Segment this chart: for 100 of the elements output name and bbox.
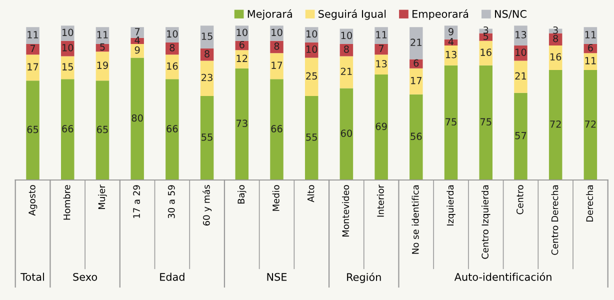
legend-label: Seguirá Igual	[318, 9, 386, 20]
bar	[584, 27, 598, 44]
bar	[200, 60, 214, 96]
data-label: 19	[97, 62, 108, 69]
legend-label: Empeorará	[412, 9, 468, 20]
x-tick-label: Bajo	[238, 185, 246, 204]
data-label: 6	[414, 59, 419, 67]
bar	[26, 80, 40, 180]
bar	[584, 70, 598, 180]
bar	[514, 46, 528, 61]
bar	[479, 40, 492, 66]
x-tick-label: 60 y más	[202, 185, 212, 226]
data-label: 66	[271, 125, 282, 132]
data-label: 25	[306, 72, 317, 80]
data-label: 21	[340, 68, 352, 75]
data-label: 8	[274, 42, 280, 50]
bar	[479, 28, 492, 34]
x-tick-label: Centro Derecha	[551, 185, 558, 255]
data-label: 6	[588, 44, 593, 52]
bar	[514, 60, 528, 93]
bar	[514, 92, 528, 180]
data-label: 11	[376, 31, 387, 38]
bar	[166, 27, 179, 42]
x-tick-label: Centro	[516, 185, 524, 214]
bar	[444, 26, 458, 40]
bar	[374, 27, 388, 44]
bar	[548, 28, 562, 34]
data-label: 7	[135, 28, 140, 36]
data-label: 8	[170, 44, 175, 52]
x-tick-label: Derecha	[586, 185, 594, 222]
bar	[200, 96, 214, 180]
text: Sexo	[73, 272, 98, 281]
x-tick-label: Agosto	[28, 185, 38, 216]
bar	[444, 46, 458, 66]
bar	[200, 26, 214, 49]
bar	[96, 27, 110, 44]
x-tick-label: Alto	[307, 185, 314, 202]
x-tick-label: Mujer	[98, 184, 107, 209]
text: Edad	[160, 272, 184, 281]
bar	[514, 26, 528, 46]
data-label: 16	[480, 48, 492, 56]
data-label: 11	[585, 57, 596, 64]
x-tick-label: Hombre	[63, 185, 70, 220]
data-label: 10	[306, 30, 318, 38]
data-label: 13	[516, 31, 526, 38]
x-tick-label: Centro Izquierda	[482, 185, 490, 259]
data-label: 10	[62, 28, 74, 36]
data-label: 10	[272, 28, 282, 36]
data-label: 15	[202, 32, 212, 40]
data-label: 11	[28, 31, 38, 38]
bar	[96, 80, 110, 180]
bar	[374, 74, 388, 180]
bar	[444, 65, 458, 180]
bar	[374, 44, 388, 55]
data-label: 15	[62, 63, 73, 70]
bar	[548, 70, 562, 180]
data-label: 9	[134, 46, 140, 54]
bar	[61, 79, 74, 180]
data-label: 4	[448, 38, 454, 46]
bar	[235, 68, 249, 180]
bar	[410, 68, 423, 94]
data-label: 17	[272, 62, 282, 69]
data-label: 8	[553, 34, 558, 42]
x-tick-label: Izquierda	[446, 185, 456, 226]
bar	[304, 96, 318, 180]
data-label: 10	[516, 48, 526, 56]
bar	[479, 65, 492, 180]
data-label: 69	[376, 122, 387, 130]
bar	[26, 54, 40, 81]
x-tick-label: Interior	[376, 184, 384, 217]
bar	[166, 54, 179, 80]
bar	[410, 94, 423, 180]
bar	[340, 56, 354, 88]
data-label: 8	[204, 50, 210, 58]
bar	[304, 58, 318, 96]
bar	[166, 79, 179, 180]
x-tick-label: 17 a 29	[133, 185, 140, 218]
bar	[130, 44, 144, 58]
bar	[584, 53, 598, 70]
legend-label: NS/NC	[495, 10, 526, 19]
bar	[410, 27, 423, 60]
x-tick-label: 30 a 59	[168, 185, 175, 218]
data-label: 55	[202, 134, 212, 141]
data-label: 21	[410, 38, 422, 46]
data-label: 17	[411, 77, 422, 84]
data-label: 11	[585, 31, 596, 38]
legend-label: Mejorará	[248, 9, 292, 20]
x-tick-label: No se identifica	[412, 185, 419, 254]
data-label: 65	[27, 126, 38, 134]
data-label: 65	[96, 126, 108, 134]
data-label: 23	[202, 74, 212, 82]
data-label: 10	[62, 44, 74, 52]
data-label: 57	[515, 132, 526, 140]
bar	[374, 54, 388, 75]
text: Auto-identificación	[454, 272, 552, 281]
data-label: 6	[239, 40, 244, 48]
bar	[26, 44, 40, 55]
bar	[26, 27, 40, 44]
data-label: 13	[446, 50, 456, 58]
data-label: 60	[340, 130, 352, 137]
